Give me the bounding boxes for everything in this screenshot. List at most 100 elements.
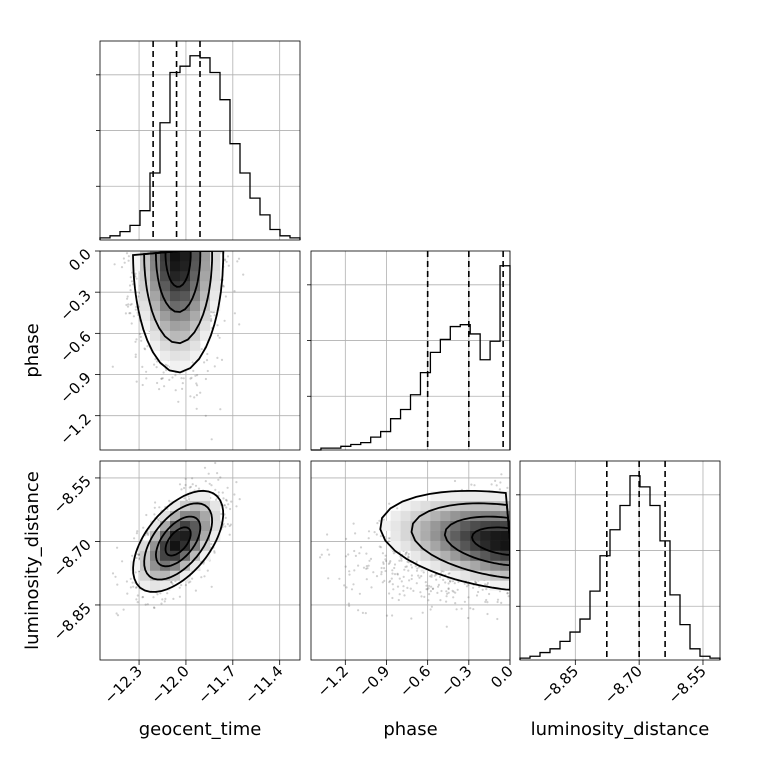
scatter-point	[463, 582, 466, 585]
scatter-point	[429, 575, 432, 578]
scatter-point	[307, 555, 309, 557]
density-cell	[180, 330, 191, 341]
xtick-label: −8.85	[537, 662, 582, 707]
scatter-point	[364, 612, 367, 615]
scatter-point	[490, 483, 493, 486]
density-cell	[160, 570, 171, 581]
density-cell	[450, 510, 461, 521]
density-cell	[490, 490, 501, 502]
scatter-point	[129, 586, 132, 589]
density-cell	[150, 280, 161, 292]
density-cell	[500, 490, 510, 502]
scatter-point	[204, 414, 207, 417]
density-cell	[480, 550, 491, 561]
scatter-point	[111, 572, 115, 575]
density-cell	[480, 490, 491, 502]
scatter-point	[184, 483, 187, 487]
density-cell	[210, 510, 221, 521]
scatter-point	[184, 477, 187, 480]
contour-level-2	[410, 502, 510, 579]
scatter-point	[203, 361, 206, 364]
x-axis-label-geocent_time: geocent_time	[139, 719, 262, 740]
panel-frame	[519, 460, 721, 661]
panel-frame	[310, 460, 511, 661]
density-cell	[390, 540, 401, 551]
density-cell	[190, 251, 201, 262]
scatter-point	[146, 480, 148, 482]
density-cell	[200, 310, 211, 321]
density-cell	[410, 510, 421, 521]
scatter-point	[435, 578, 438, 581]
contour-level-4	[471, 526, 510, 556]
density-cell	[150, 310, 161, 321]
scatter-point	[494, 479, 497, 482]
density-cell	[400, 520, 411, 531]
scatter-point	[196, 384, 199, 387]
density-cell	[450, 550, 461, 561]
scatter-point	[348, 573, 351, 576]
density-cell	[480, 540, 491, 551]
xtick-label: −11.7	[194, 662, 239, 707]
density-cell	[170, 310, 181, 321]
ytick-label: −8.70	[50, 536, 95, 581]
scatter-point	[457, 580, 460, 584]
scatter-point	[404, 565, 407, 569]
scatter-point	[475, 594, 479, 597]
scatter-point	[496, 598, 500, 601]
density-cell	[420, 500, 431, 512]
scatter-point	[195, 382, 198, 385]
density-cell	[450, 500, 461, 512]
scatter-point	[467, 596, 470, 599]
density-cell	[160, 310, 171, 321]
scatter-point	[426, 588, 429, 591]
scatter-point	[195, 407, 198, 410]
density-cell	[150, 290, 161, 302]
scatter-point	[467, 583, 470, 587]
contour-level-2	[143, 251, 213, 345]
scatter-point	[485, 588, 488, 591]
density-cell	[180, 530, 191, 541]
density-cell	[440, 510, 451, 521]
density-cell	[190, 350, 201, 361]
density-cell	[150, 270, 161, 282]
scatter-point	[210, 484, 213, 487]
scatter-point	[213, 550, 216, 553]
scatter-point	[447, 572, 450, 575]
scatter-point	[111, 365, 114, 368]
scatter-point	[136, 594, 139, 597]
scatter-point	[170, 581, 173, 584]
panel-frame	[310, 250, 511, 451]
scatter-point	[113, 263, 116, 266]
scatter-point	[397, 598, 400, 602]
scatter-point	[396, 572, 399, 575]
scatter-point	[138, 332, 141, 335]
scatter-point	[206, 369, 209, 373]
scatter-point	[134, 355, 137, 359]
scatter-point	[216, 334, 220, 337]
scatter-point	[392, 552, 395, 555]
scatter-point	[200, 348, 203, 351]
scatter-point	[499, 481, 502, 484]
scatter-point	[145, 370, 148, 373]
contour-level-1	[132, 251, 225, 374]
density-cell	[210, 300, 221, 311]
scatter-point	[180, 377, 183, 380]
density-cell	[200, 290, 211, 302]
scatter-point	[465, 585, 469, 588]
density-cell	[140, 300, 151, 311]
scatter-point	[350, 588, 354, 591]
density-cell	[200, 280, 211, 292]
scatter-point	[192, 369, 195, 372]
y-axis-label-phase: phase	[22, 323, 43, 377]
scatter-point	[125, 252, 129, 255]
density-cell	[500, 550, 510, 561]
hist-panel-phase	[307, 250, 511, 451]
scatter-point	[303, 585, 305, 587]
histogram-phase	[311, 265, 511, 451]
scatter-point	[210, 310, 213, 314]
scatter-point	[235, 505, 238, 508]
scatter-point	[134, 571, 137, 574]
scatter-point	[400, 557, 403, 560]
scatter-point	[168, 499, 171, 502]
density-cell	[480, 570, 491, 581]
